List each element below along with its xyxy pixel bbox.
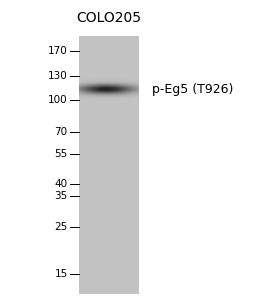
Text: p-Eg5 (T926): p-Eg5 (T926) — [152, 83, 233, 96]
Text: 55: 55 — [54, 149, 68, 159]
Text: 15: 15 — [54, 268, 68, 278]
Text: 70: 70 — [54, 127, 68, 137]
Text: COLO205: COLO205 — [76, 11, 141, 26]
Text: 35: 35 — [54, 191, 68, 201]
Text: 25: 25 — [54, 222, 68, 232]
Text: 130: 130 — [48, 70, 68, 80]
Text: 40: 40 — [54, 178, 68, 189]
Text: 100: 100 — [48, 94, 68, 105]
Text: 170: 170 — [48, 46, 68, 56]
